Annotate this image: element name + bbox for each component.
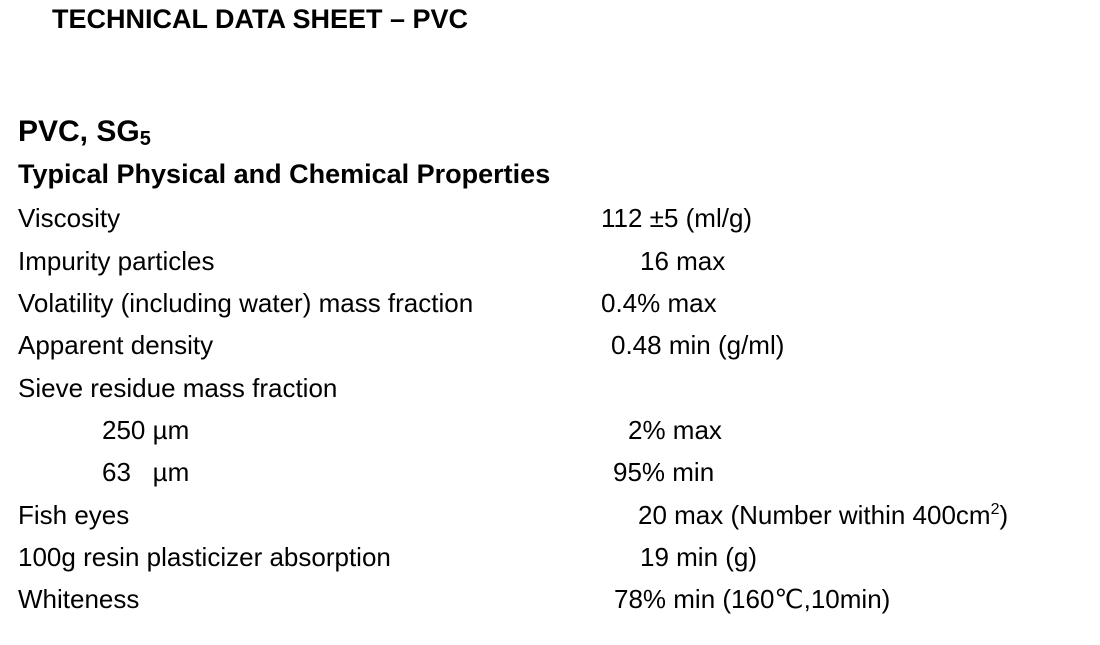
property-value: 16 max xyxy=(640,246,726,276)
property-value: 2% max xyxy=(628,415,722,445)
property-label: Impurity particles xyxy=(18,246,215,276)
value-superscript: 2 xyxy=(990,501,1000,518)
property-value: 78% min (160℃,10min) xyxy=(614,584,891,614)
product-name: PVC, SG5 xyxy=(18,115,151,150)
product-subscript: 5 xyxy=(139,128,151,150)
property-label: 63 µm xyxy=(102,457,190,487)
value-text-end: ) xyxy=(999,500,1009,530)
property-label: Fish eyes xyxy=(18,500,130,530)
section-title: Typical Physical and Chemical Properties xyxy=(18,159,551,189)
property-value: 19 min (g) xyxy=(640,542,758,572)
property-label: Whiteness xyxy=(18,584,140,614)
document-title: TECHNICAL DATA SHEET – PVC xyxy=(52,4,469,34)
property-label: Volatility (including water) mass fracti… xyxy=(18,288,474,318)
property-label: Sieve residue mass fraction xyxy=(18,373,338,403)
property-label: 100g resin plasticizer absorption xyxy=(18,542,391,572)
property-value: 0.48 min (g/ml) xyxy=(611,330,785,360)
value-text: 20 max (Number within 400cm xyxy=(638,500,991,530)
property-label: 250 µm xyxy=(102,415,190,445)
property-value: 112 ±5 (ml/g) xyxy=(601,203,753,233)
product-text: PVC, SG xyxy=(18,115,140,148)
property-value: 20 max (Number within 400cm2) xyxy=(638,500,1009,530)
property-label: Viscosity xyxy=(18,203,121,233)
property-value: 0.4% max xyxy=(601,288,717,318)
property-value: 95% min xyxy=(613,457,715,487)
property-label: Apparent density xyxy=(18,330,214,360)
